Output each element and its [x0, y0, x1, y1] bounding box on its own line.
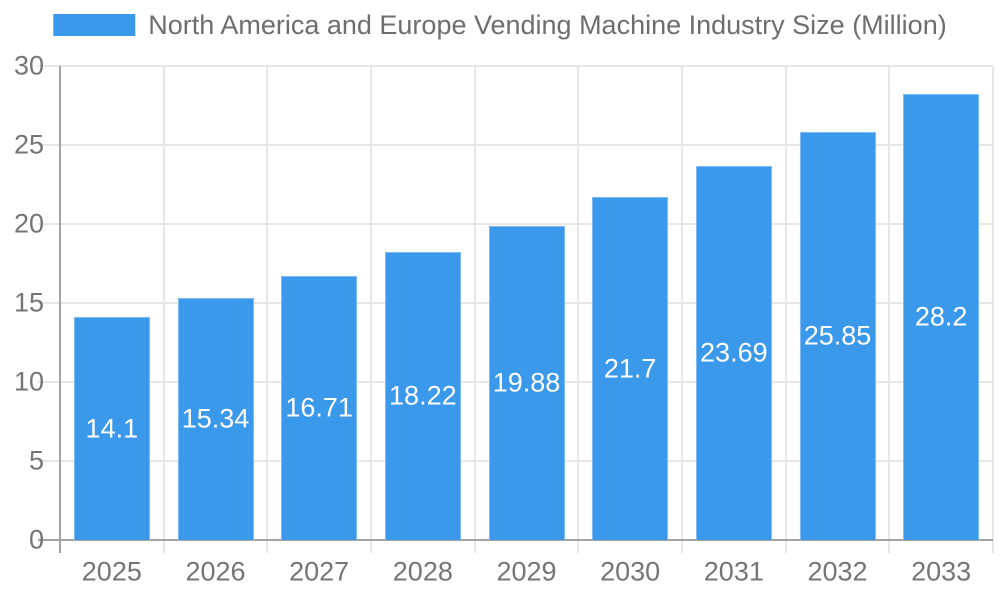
bar-2029[interactable]: [488, 225, 565, 540]
y-tick-label: 10: [13, 366, 44, 397]
y-gridline: [38, 65, 993, 67]
bar-2025[interactable]: [73, 317, 150, 540]
x-tick-label: 2026: [185, 556, 246, 587]
x-gridline: [162, 66, 165, 553]
y-tick-label: 30: [13, 50, 44, 81]
x-tick-label: 2031: [703, 556, 764, 587]
x-tick-label: 2032: [807, 556, 868, 587]
x-tick-label: 2029: [496, 556, 557, 587]
y-axis-line: [59, 66, 61, 553]
x-gridline: [577, 66, 580, 553]
legend-swatch: [53, 14, 136, 37]
legend-item[interactable]: North America and Europe Vending Machine…: [53, 9, 947, 41]
x-gridline: [681, 66, 683, 553]
x-gridline: [370, 66, 372, 553]
x-axis-line: [38, 539, 993, 541]
bar-2031[interactable]: [695, 165, 772, 540]
y-tick-label: 0: [28, 524, 44, 555]
bar-2026[interactable]: [177, 297, 254, 540]
x-gridline: [784, 66, 787, 553]
x-gridline: [473, 66, 476, 553]
bar-2033[interactable]: [903, 94, 980, 540]
legend-label: North America and Europe Vending Machine…: [148, 10, 947, 40]
x-tick-label: 2030: [600, 556, 661, 587]
y-tick-label: 25: [13, 129, 44, 160]
x-gridline: [992, 66, 994, 553]
x-gridline: [888, 66, 891, 553]
x-tick-label: 2028: [392, 556, 453, 587]
y-tick-label: 15: [13, 287, 44, 318]
bar-2027[interactable]: [281, 275, 358, 540]
bar-2032[interactable]: [799, 131, 876, 540]
y-gridline: [38, 144, 993, 146]
bar-2028[interactable]: [384, 252, 461, 540]
y-tick-label: 20: [13, 208, 44, 239]
y-gridline: [38, 223, 993, 225]
x-gridline: [266, 66, 269, 553]
bar-2030[interactable]: [592, 197, 669, 540]
x-tick-label: 2025: [81, 556, 142, 587]
x-tick-label: 2033: [911, 556, 972, 587]
y-tick-label: 5: [28, 445, 44, 476]
x-tick-label: 2027: [289, 556, 350, 587]
